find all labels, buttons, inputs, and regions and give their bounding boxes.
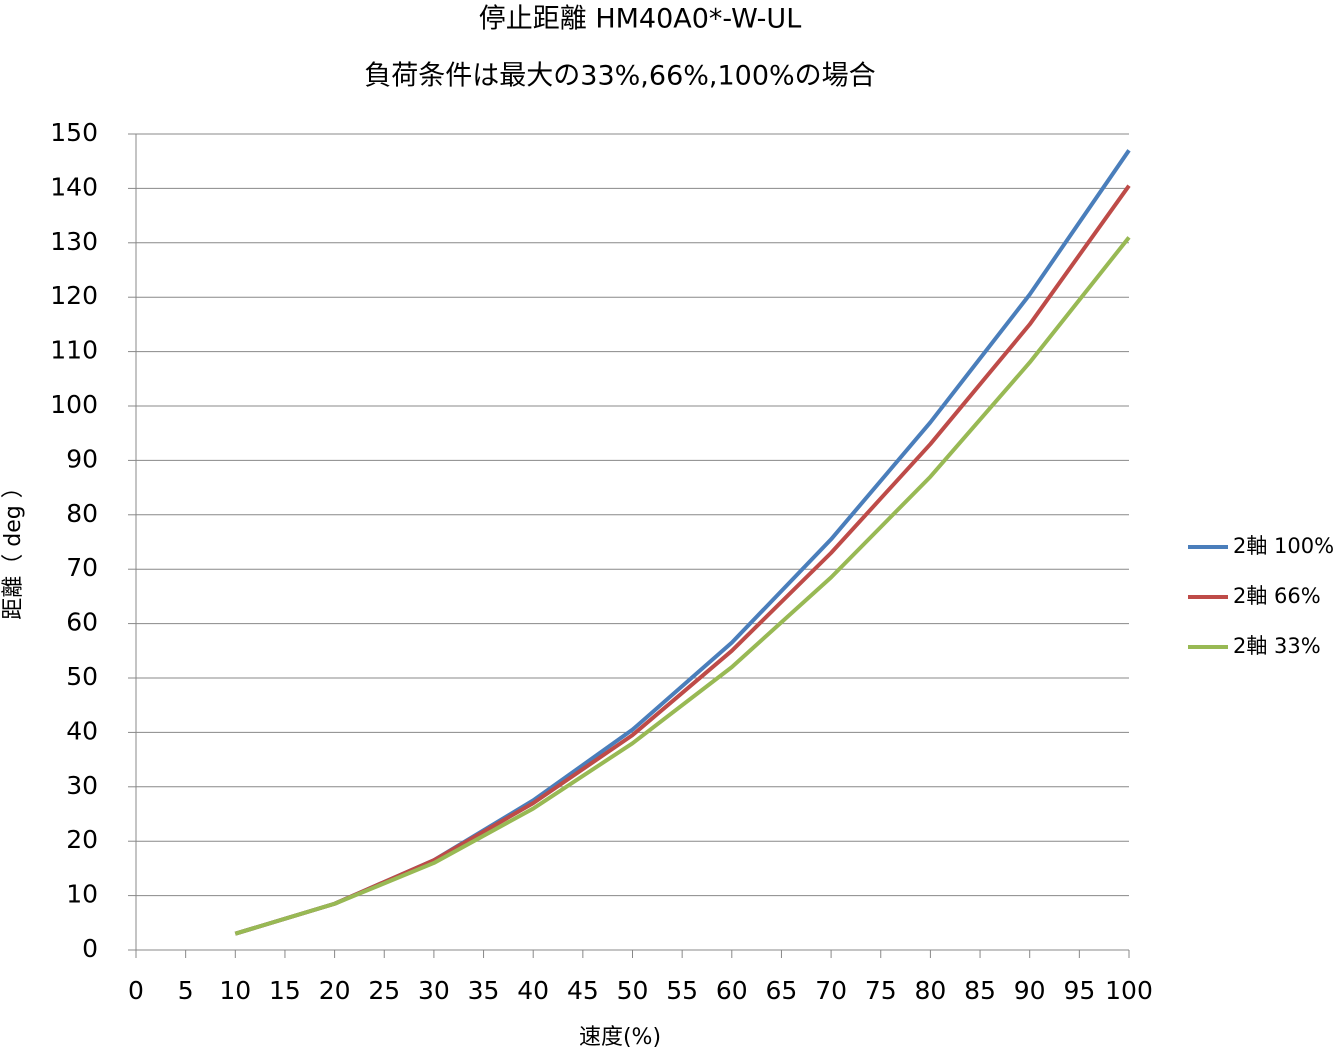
x-tick-label: 35	[468, 976, 500, 1005]
y-tick-label: 110	[50, 336, 98, 365]
chart-title: 停止距離 HM40A0*-W-UL	[479, 4, 801, 35]
x-tick-label: 10	[219, 976, 251, 1005]
y-tick-label: 50	[66, 662, 98, 691]
y-tick-label: 120	[50, 281, 98, 310]
x-tick-label: 15	[269, 976, 301, 1005]
y-axis-label: 距離（ deg ）	[1, 476, 26, 619]
x-tick-label: 20	[319, 976, 351, 1005]
legend-label: 2軸 66%	[1233, 584, 1321, 608]
x-tick-label: 40	[517, 976, 549, 1005]
x-tick-label: 60	[716, 976, 748, 1005]
y-tick-label: 150	[50, 118, 98, 147]
y-tick-label: 140	[50, 172, 98, 201]
y-tick-label: 60	[66, 608, 98, 637]
y-tick-label: 80	[66, 499, 98, 528]
y-tick-label: 40	[66, 716, 98, 745]
y-tick-label: 0	[82, 934, 98, 963]
legend-label: 2軸 100%	[1233, 534, 1334, 558]
x-tick-label: 50	[617, 976, 649, 1005]
x-tick-label: 75	[865, 976, 897, 1005]
chart-subtitle: 負荷条件は最大の33%,66%,100%の場合	[364, 61, 875, 92]
y-tick-label: 70	[66, 553, 98, 582]
x-tick-label: 100	[1105, 976, 1153, 1005]
x-tick-label: 45	[567, 976, 599, 1005]
series-line	[234, 184, 1131, 936]
x-tick-label: 5	[178, 976, 194, 1005]
x-tick-label: 80	[914, 976, 946, 1005]
y-tick-label: 10	[66, 880, 98, 909]
series-line	[234, 149, 1131, 936]
y-tick-label: 130	[50, 227, 98, 256]
y-tick-label: 100	[50, 390, 98, 419]
x-tick-label: 30	[418, 976, 450, 1005]
x-tick-label: 85	[964, 976, 996, 1005]
series-line	[234, 236, 1131, 936]
x-tick-label: 65	[766, 976, 798, 1005]
x-tick-label: 25	[368, 976, 400, 1005]
x-tick-label: 55	[666, 976, 698, 1005]
x-tick-label: 95	[1063, 976, 1095, 1005]
y-tick-label: 20	[66, 825, 98, 854]
x-tick-label: 90	[1014, 976, 1046, 1005]
x-axis-label: 速度(%)	[579, 1025, 661, 1050]
y-tick-label: 30	[66, 771, 98, 800]
legend-label: 2軸 33%	[1233, 634, 1321, 658]
x-tick-label: 0	[128, 976, 144, 1005]
x-tick-label: 70	[815, 976, 847, 1005]
y-tick-label: 90	[66, 444, 98, 473]
